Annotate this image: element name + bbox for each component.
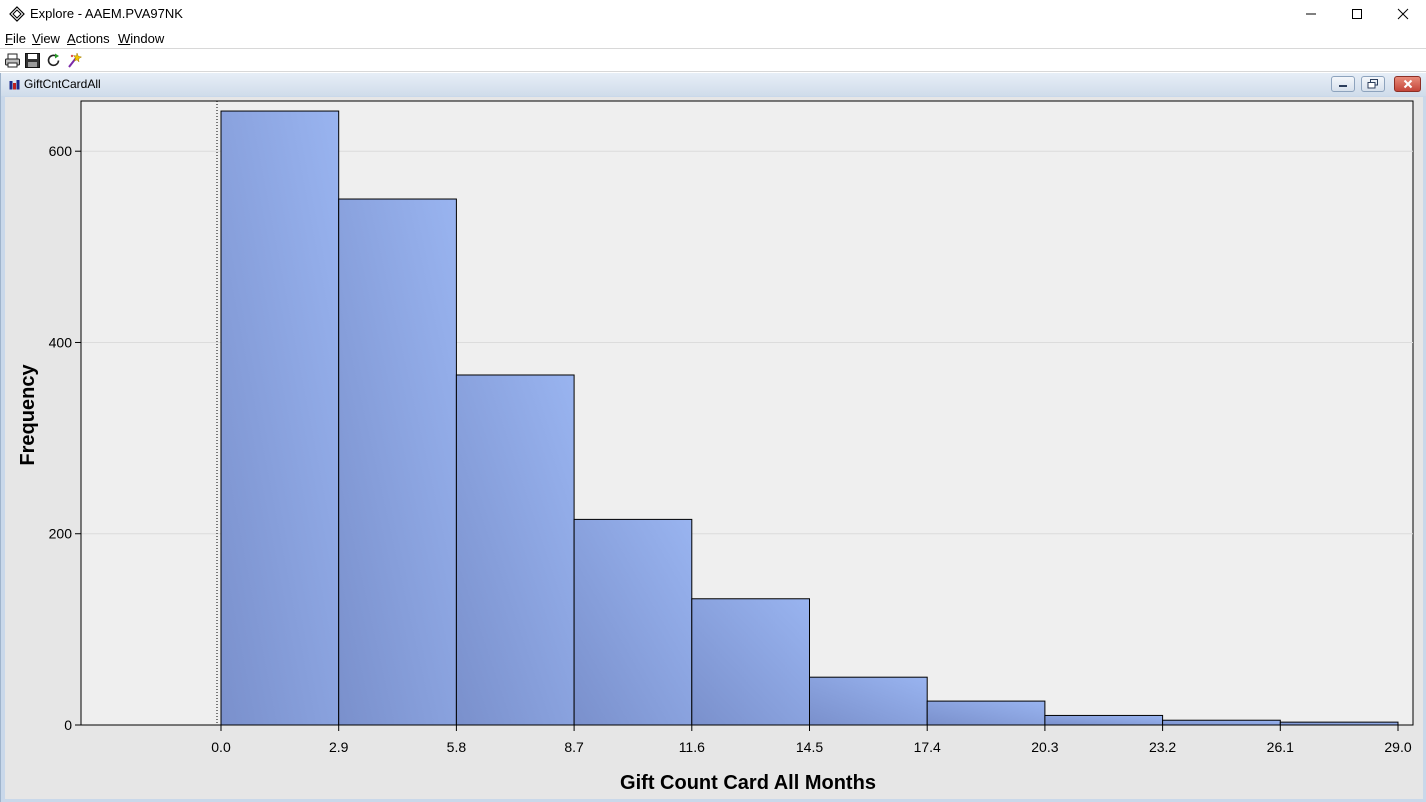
histogram-bars (220, 110, 1399, 726)
window-titlebar: Explore - AAEM.PVA97NK (0, 0, 1426, 28)
x-axis-ticks: 0.0 2.9 5.8 8.7 11.6 14.5 17.4 20.3 23.2 26.1 29.0 (211, 725, 1412, 755)
menu-actions-mnemonic: A (67, 31, 76, 46)
close-icon (1397, 8, 1409, 20)
histogram-bar[interactable] (573, 518, 693, 726)
histogram-bar[interactable] (1044, 714, 1164, 726)
maximize-icon (1352, 9, 1362, 19)
x-tick-label: 8.7 (564, 739, 584, 755)
x-tick-label: 5.8 (447, 739, 467, 755)
y-tick-label: 200 (49, 526, 73, 542)
chart-icon (9, 80, 20, 90)
x-tick-label: 2.9 (329, 739, 349, 755)
x-tick-label: 17.4 (914, 739, 941, 755)
menu-actions-label: ctions (75, 31, 110, 46)
menu-file-label: ile (12, 31, 26, 46)
histogram-bar[interactable] (809, 676, 928, 726)
minimize-button[interactable] (1288, 0, 1334, 28)
maximize-button[interactable] (1334, 0, 1380, 28)
subwindow-restore-button[interactable] (1361, 76, 1385, 92)
chart-area: 0 200 400 600 0.0 2.9 5.8 8.7 11.6 14.5 17.4 20.3 2… (5, 97, 1423, 799)
x-tick-label: 26.1 (1267, 739, 1294, 755)
x-tick-label: 11.6 (679, 739, 705, 755)
histogram-chart: 0 200 400 600 0.0 2.9 5.8 8.7 11.6 14.5 17.4 20.3 2… (17, 100, 1414, 794)
menu-bar: File View Actions Window (0, 28, 1426, 48)
histogram-subwindow: GiftCntCardAll 0 200 400 600 0.0 (0, 73, 1426, 802)
minimize-icon (1306, 13, 1316, 15)
subwindow-title: GiftCntCardAll (24, 77, 101, 91)
histogram-bar[interactable] (926, 700, 1046, 726)
subwindow-minimize-button[interactable] (1331, 76, 1355, 92)
x-axis-label: Gift Count Card All Months (620, 772, 876, 794)
restore-icon (1367, 79, 1378, 89)
histogram-bar[interactable] (455, 374, 575, 726)
refresh-icon[interactable] (45, 52, 62, 69)
x-tick-label: 0.0 (211, 739, 231, 755)
x-tick-label: 14.5 (796, 739, 823, 755)
subwindow-titlebar: GiftCntCardAll (1, 73, 1426, 96)
menu-view[interactable]: View (32, 31, 60, 46)
save-icon[interactable] (24, 52, 41, 69)
menu-window-mnemonic: W (118, 31, 131, 46)
subwindow-close-button[interactable] (1394, 76, 1421, 92)
toolbar (0, 48, 1426, 72)
wizard-icon[interactable] (66, 52, 83, 69)
y-tick-label: 0 (64, 717, 72, 733)
y-axis-label: Frequency (17, 364, 39, 466)
menu-actions[interactable]: Actions (67, 31, 110, 46)
x-tick-label: 20.3 (1031, 739, 1058, 755)
histogram-bar[interactable] (691, 598, 810, 726)
y-axis-ticks: 0 200 400 600 (49, 143, 81, 733)
menu-view-mnemonic: V (32, 31, 41, 46)
histogram-bar[interactable] (1162, 719, 1281, 726)
histogram-bar[interactable] (338, 198, 457, 726)
menu-view-label: iew (40, 31, 60, 46)
menu-window-label: indow (130, 31, 165, 46)
minimize-icon (1339, 85, 1347, 87)
y-tick-label: 600 (49, 143, 73, 159)
print-icon[interactable] (4, 52, 21, 69)
explore-diamond-icon (9, 6, 25, 22)
menu-window[interactable]: Window (118, 31, 164, 46)
histogram-bar[interactable] (220, 110, 340, 726)
y-tick-label: 400 (49, 334, 73, 350)
menu-file-mnemonic: F (5, 31, 13, 46)
close-icon (1403, 79, 1412, 89)
window-title: Explore - AAEM.PVA97NK (30, 6, 183, 21)
x-tick-label: 23.2 (1149, 739, 1176, 755)
menu-file[interactable]: File (5, 31, 26, 46)
x-tick-label: 29.0 (1384, 739, 1411, 755)
close-button[interactable] (1380, 0, 1426, 28)
